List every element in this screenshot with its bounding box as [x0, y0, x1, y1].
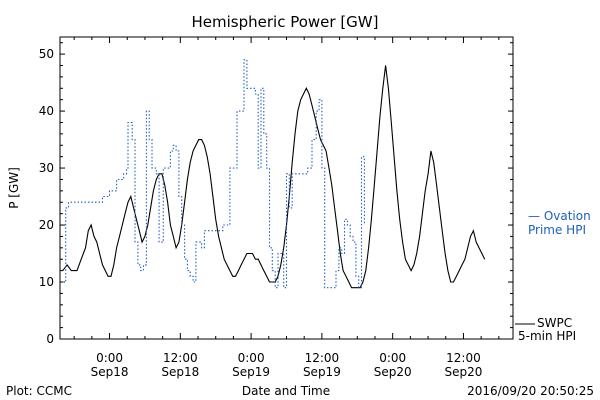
x-tick-date-label: Sep19	[303, 365, 341, 379]
x-tick-time-label: 12:00	[305, 351, 340, 365]
legend-ovation: — Ovation Prime HPI	[528, 209, 591, 237]
y-axis-label: P [GW]	[7, 167, 21, 209]
x-axis-label: Date and Time	[242, 384, 330, 398]
x-tick-date-label: Sep19	[232, 365, 270, 379]
x-tick-date-label: Sep20	[374, 365, 412, 379]
y-tick-label: 20	[39, 218, 54, 232]
swpc-hpi-line	[62, 65, 486, 289]
y-tick-label: 40	[39, 104, 54, 118]
ovation-prime-line	[62, 59, 365, 289]
x-tick-time-label: 0:00	[238, 351, 265, 365]
x-tick-time-label: 0:00	[379, 351, 406, 365]
y-tick-label: 50	[39, 47, 54, 61]
x-axis-ticks: 0:00Sep1812:00Sep180:00Sep1912:00Sep190:…	[73, 37, 500, 379]
x-tick-time-label: 12:00	[446, 351, 481, 365]
y-axis-ticks: 0 10 20 30 40 50	[39, 42, 513, 346]
y-tick-label: 30	[39, 161, 54, 175]
legend-ovation-line1: — Ovation	[528, 209, 591, 223]
y-tick-label: 10	[39, 275, 54, 289]
legend-swpc-line1: SWPC	[537, 316, 572, 330]
legend-swpc-line2: 5-min HPI	[518, 329, 576, 343]
y-tick-label: 0	[46, 332, 54, 346]
x-tick-time-label: 0:00	[96, 351, 123, 365]
footer-timestamp: 2016/09/20 20:50:25	[467, 384, 594, 398]
legend-ovation-line2: Prime HPI	[528, 223, 586, 237]
legend-swpc: SWPC 5-min HPI	[515, 316, 576, 343]
x-tick-date-label: Sep18	[91, 365, 129, 379]
x-tick-time-label: 12:00	[163, 351, 198, 365]
x-tick-date-label: Sep20	[445, 365, 483, 379]
chart-title: Hemispheric Power [GW]	[192, 13, 379, 31]
x-tick-date-label: Sep18	[161, 365, 199, 379]
series-layer	[62, 59, 486, 289]
footer-plot-source: Plot: CCMC	[6, 384, 72, 398]
